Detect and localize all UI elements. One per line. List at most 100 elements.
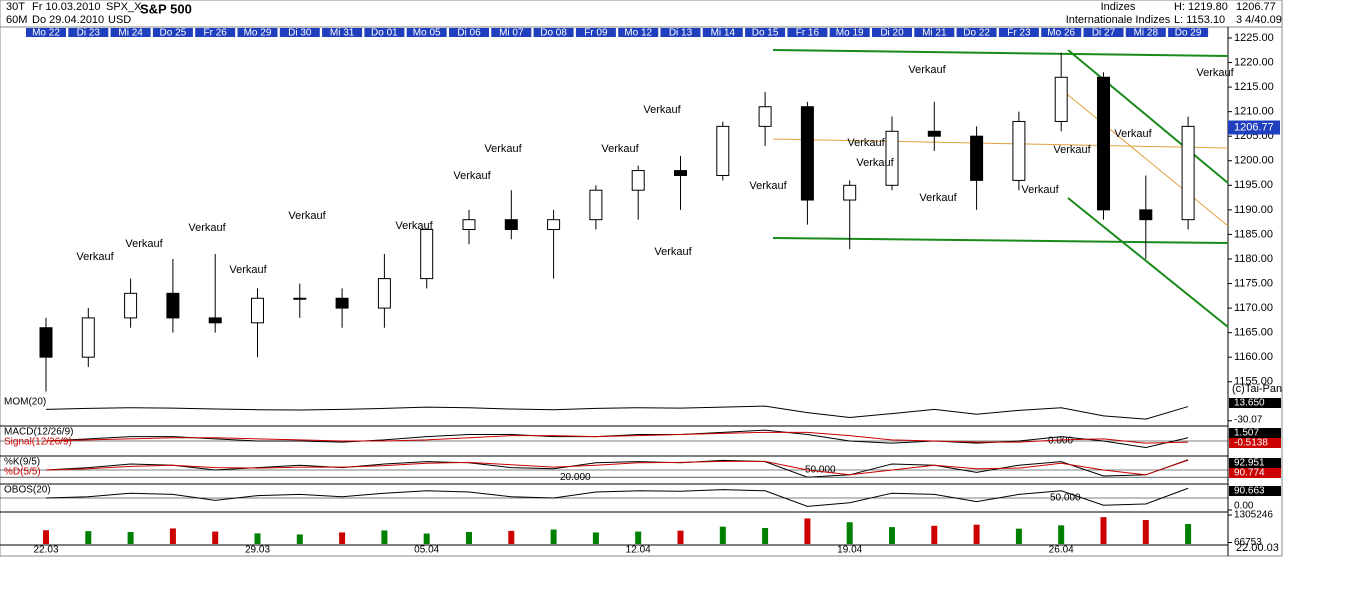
candle-body: [843, 184, 857, 201]
indicator-name: Signal(12/26/9): [4, 437, 72, 448]
volume-bar: [1015, 528, 1022, 544]
indicator-value: 1.507: [1234, 428, 1259, 439]
day-label: Di 27: [1092, 28, 1116, 39]
volume-bar: [1185, 524, 1192, 544]
y-tick-label: 1210.00: [1234, 106, 1274, 118]
candle-body: [547, 219, 561, 231]
level-label: 50.000: [1050, 493, 1081, 504]
candle-body: [335, 297, 349, 309]
from-date: Fr 10.03.2010: [32, 1, 101, 13]
day-label: Di 06: [457, 28, 481, 39]
indicator-name: MACD(12/26/9): [4, 427, 73, 438]
volume-bar: [296, 534, 303, 544]
interval: 60M: [6, 14, 27, 26]
annotation: Verkauf: [76, 251, 114, 263]
volume-bar: [85, 531, 92, 544]
annotation: Verkauf: [229, 264, 267, 276]
indicator-value-box: [1229, 398, 1281, 408]
day-label: Mo 05: [413, 28, 441, 39]
day-label-box: [237, 28, 278, 37]
x-tick-label: 12.04: [626, 545, 651, 556]
candle-body: [589, 189, 603, 221]
x-tick-label: 26.04: [1049, 545, 1074, 556]
candle-body: [758, 106, 772, 127]
candle-body: [208, 317, 222, 324]
indicator-name: OBOS(20): [4, 485, 51, 496]
indicator-value-box: [1229, 428, 1281, 438]
chart-title: S&P 500: [140, 1, 192, 16]
y-tick-label: 1165.00: [1234, 327, 1273, 339]
level-label: 20.000: [560, 472, 591, 483]
candle-body: [716, 125, 730, 176]
volume-bar: [889, 527, 895, 544]
header-last: 1206.77: [1236, 1, 1276, 13]
high: H: 1219.80: [1174, 1, 1228, 13]
candle-body: [674, 170, 687, 176]
day-label: Do 01: [371, 28, 398, 39]
annotation: Verkauf: [1021, 184, 1059, 196]
candle-body: [927, 130, 941, 137]
indicator-line: [45, 431, 1189, 444]
volume-bar: [127, 532, 134, 544]
annotation: Verkauf: [453, 170, 491, 182]
annotation: Verkauf: [484, 143, 522, 155]
day-label: Di 13: [669, 28, 693, 39]
candle-body: [1012, 120, 1026, 181]
volume-bar: [339, 532, 346, 544]
info: 3 4/40.09: [1236, 14, 1282, 26]
volume-bar: [43, 530, 49, 544]
candle-body: [124, 292, 138, 319]
volume-bar: [1058, 525, 1065, 544]
day-label-box: [449, 28, 489, 37]
volume-bar: [423, 533, 430, 544]
day-label: Fr 16: [796, 28, 820, 39]
candle-body: [166, 292, 180, 319]
annotation: Verkauf: [1053, 144, 1091, 156]
day-label-box: [872, 28, 912, 37]
volume-bar: [635, 531, 642, 544]
y-tick-label: 1220.00: [1234, 56, 1274, 68]
candle-body: [462, 219, 476, 231]
day-label-box: [68, 28, 109, 37]
day-label: Mo 26: [1047, 28, 1075, 39]
candle-body: [293, 297, 307, 300]
y-tick-label: 1195.00: [1234, 179, 1273, 191]
day-label-box: [322, 28, 363, 37]
annotation: Verkauf: [395, 220, 433, 232]
annotation: Verkauf: [601, 143, 639, 155]
day-label: Fr 09: [584, 28, 608, 39]
day-label: Di 20: [880, 28, 904, 39]
annotation: Verkauf: [288, 210, 326, 222]
annotation: Verkauf: [654, 246, 692, 258]
period: 30T: [6, 1, 25, 13]
volume-bar: [1142, 520, 1149, 544]
candle-body: [631, 170, 645, 191]
indicator-value-box: [1229, 486, 1281, 496]
y-tick-label: 1190.00: [1234, 204, 1273, 216]
volume-bar: [677, 530, 684, 544]
day-label-box: [406, 28, 447, 37]
annotation: Verkauf: [188, 222, 226, 234]
y-tick-label: 1170.00: [1234, 302, 1273, 314]
day-label: Do 15: [752, 28, 779, 39]
day-label: Di 23: [77, 28, 101, 39]
level-label: 0.000: [1048, 436, 1073, 447]
indicator-line: [45, 487, 1189, 507]
day-label: Mi 28: [1134, 28, 1159, 39]
day-label-box: [829, 28, 870, 37]
volume-bar: [762, 528, 769, 544]
day-label-box: [787, 28, 828, 37]
day-label: Mi 24: [118, 28, 143, 39]
day-label-box: [914, 28, 955, 37]
y-tick-label: 1180.00: [1234, 253, 1273, 265]
day-label-box: [491, 28, 532, 37]
indicator-value: 13.650: [1234, 398, 1265, 409]
day-label-box: [152, 28, 193, 37]
low: L: 1153.10: [1174, 14, 1225, 26]
annotation: Verkauf: [856, 157, 894, 169]
y-tick-label: 1305246: [1234, 510, 1273, 521]
indicator-line: [45, 459, 1189, 476]
y-tick-label: 1155.00: [1234, 376, 1273, 388]
annotation: Verkauf: [847, 137, 885, 149]
